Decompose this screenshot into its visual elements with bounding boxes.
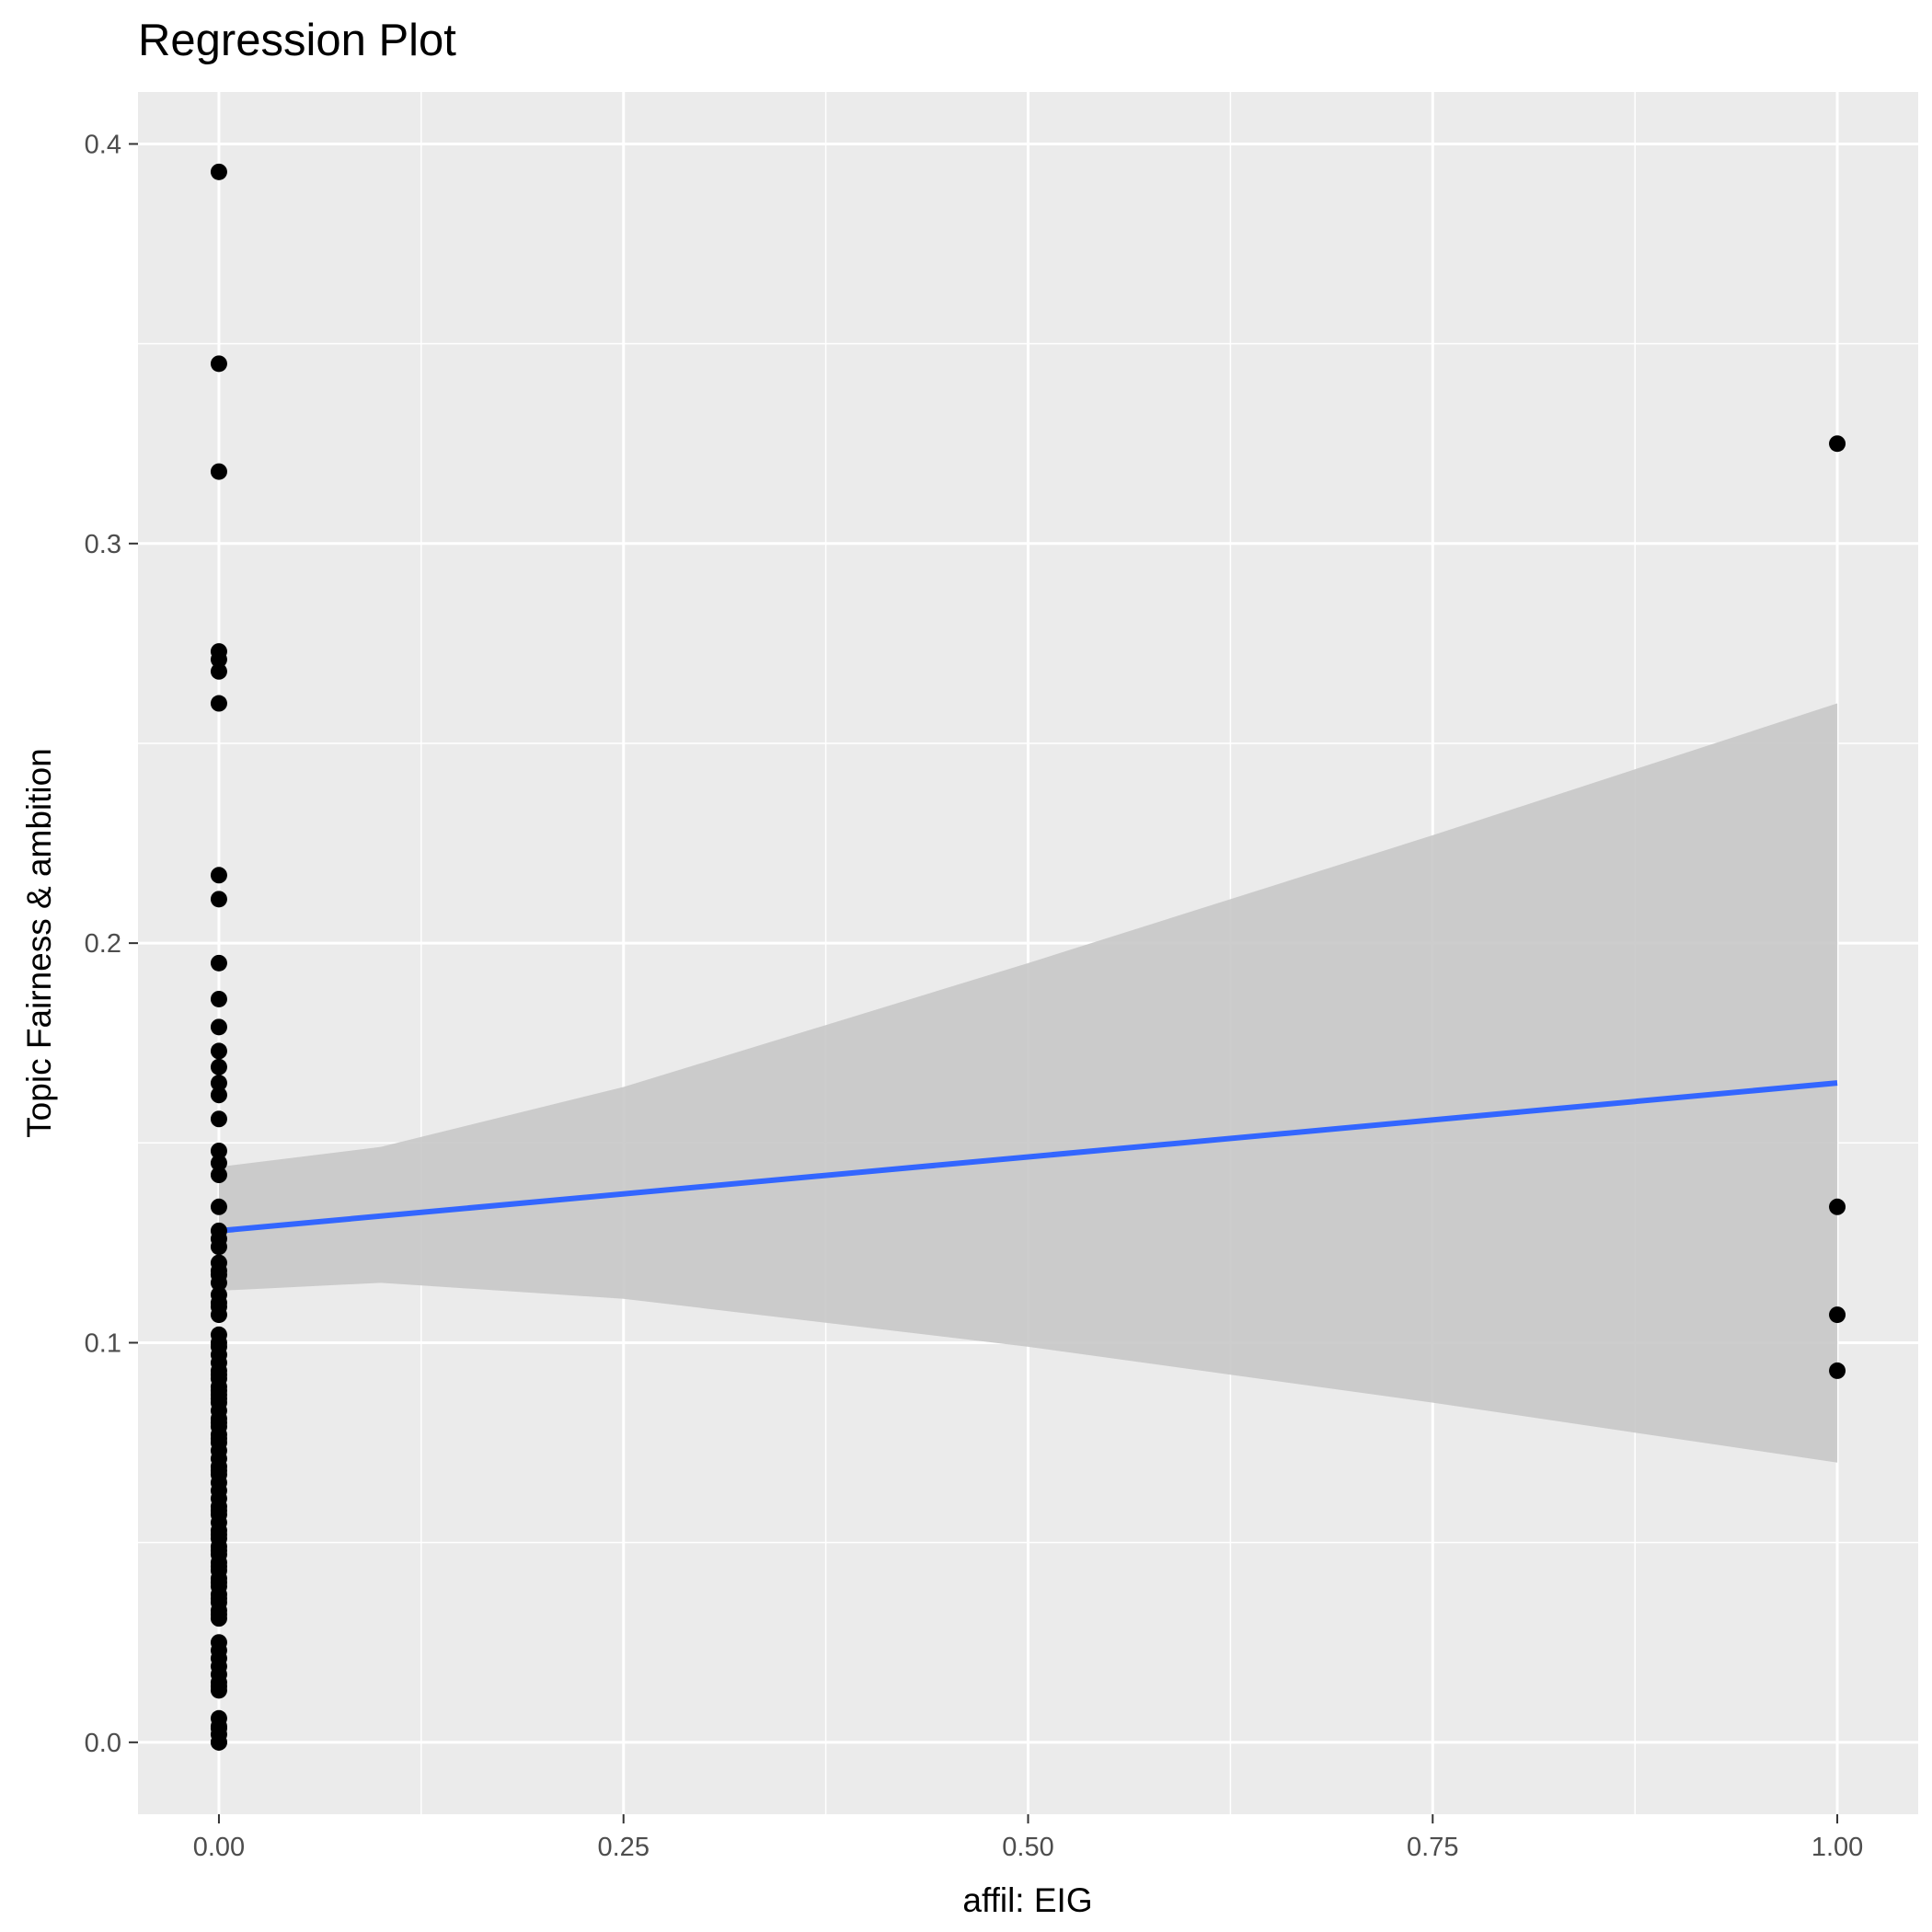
data-point: [210, 1574, 227, 1592]
data-point: [210, 1462, 227, 1479]
data-point: [210, 1262, 227, 1280]
data-point: [210, 1075, 227, 1092]
data-point: [210, 163, 227, 180]
x-tick-label: 0.25: [598, 1833, 650, 1862]
data-point: [210, 1525, 227, 1543]
x-axis-title: affil: EIG: [962, 1881, 1092, 1919]
data-point: [210, 1605, 227, 1623]
x-tick-label: 1.00: [1811, 1833, 1863, 1862]
data-point: [210, 891, 227, 908]
data-point: [1829, 1362, 1846, 1379]
data-point: [210, 1058, 227, 1075]
y-axis: 0.0 0.1 0.2 0.3 0.4: [85, 130, 138, 1758]
y-tick-label: 0.2: [85, 929, 121, 959]
data-point: [210, 1366, 227, 1384]
x-axis: 0.00 0.25 0.50 0.75 1.00: [193, 1814, 1863, 1862]
data-point: [210, 1542, 227, 1559]
data-point: [210, 1167, 227, 1184]
chart-title: Regression Plot: [138, 16, 456, 65]
x-tick-label: 0.50: [1002, 1833, 1053, 1862]
data-point: [210, 1338, 227, 1355]
data-point: [210, 1142, 227, 1159]
data-point: [210, 1414, 227, 1432]
data-point: [210, 1155, 227, 1172]
data-point: [210, 1501, 227, 1519]
data-point: [210, 1042, 227, 1060]
data-point: [210, 1733, 227, 1751]
data-point: [210, 1274, 227, 1292]
data-point: [210, 990, 227, 1007]
data-point: [210, 1678, 227, 1696]
data-point: [1829, 1198, 1846, 1215]
confidence-band: [218, 703, 1838, 1463]
y-tick-label: 0.1: [85, 1328, 121, 1358]
data-point: [210, 1238, 227, 1256]
data-point: [210, 463, 227, 480]
data-point: [210, 1294, 227, 1312]
regression-line: [218, 1080, 1838, 1234]
y-axis-title: Topic Fairness & ambition: [20, 748, 58, 1138]
y-tick-label: 0.4: [85, 130, 121, 159]
x-tick-label: 0.75: [1407, 1833, 1458, 1862]
data-point: [210, 1558, 227, 1575]
data-point: [210, 1390, 227, 1408]
data-point: [210, 1198, 227, 1215]
data-point: [210, 355, 227, 373]
data-point: [210, 1087, 227, 1104]
data-point: [210, 954, 227, 972]
data-point: [1829, 435, 1846, 453]
y-tick-label: 0.3: [85, 530, 121, 559]
data-point: [210, 1110, 227, 1128]
data-point: [210, 695, 227, 712]
data-point: [210, 1590, 227, 1607]
x-tick-label: 0.00: [193, 1833, 245, 1862]
data-point: [210, 1430, 227, 1447]
data-point: [210, 650, 227, 668]
data-points: [210, 163, 1846, 1751]
data-point: [210, 1719, 227, 1737]
y-tick-label: 0.0: [85, 1729, 121, 1758]
data-point: [210, 1306, 227, 1324]
data-point: [210, 867, 227, 884]
data-point: [1829, 1306, 1846, 1324]
data-point: [210, 662, 227, 680]
data-point: [210, 1018, 227, 1036]
data-point: [210, 1326, 227, 1343]
